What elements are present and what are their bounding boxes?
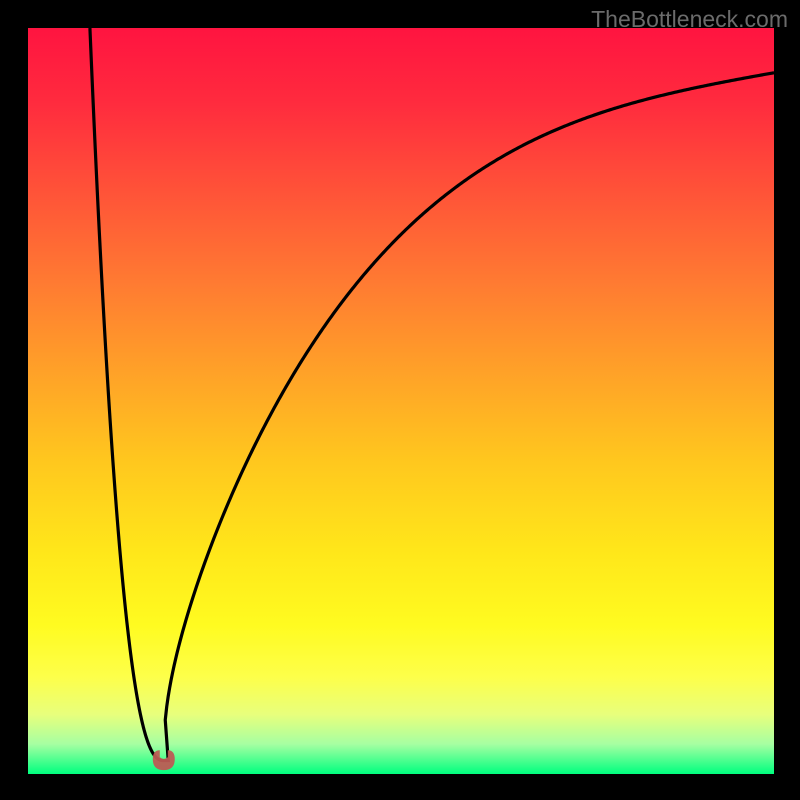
minimum-marker [153,750,175,770]
chart-frame: TheBottleneck.com [0,0,800,800]
watermark-text: TheBottleneck.com [591,6,788,33]
bottleneck-curve [90,28,774,761]
curve-layer [0,0,800,800]
